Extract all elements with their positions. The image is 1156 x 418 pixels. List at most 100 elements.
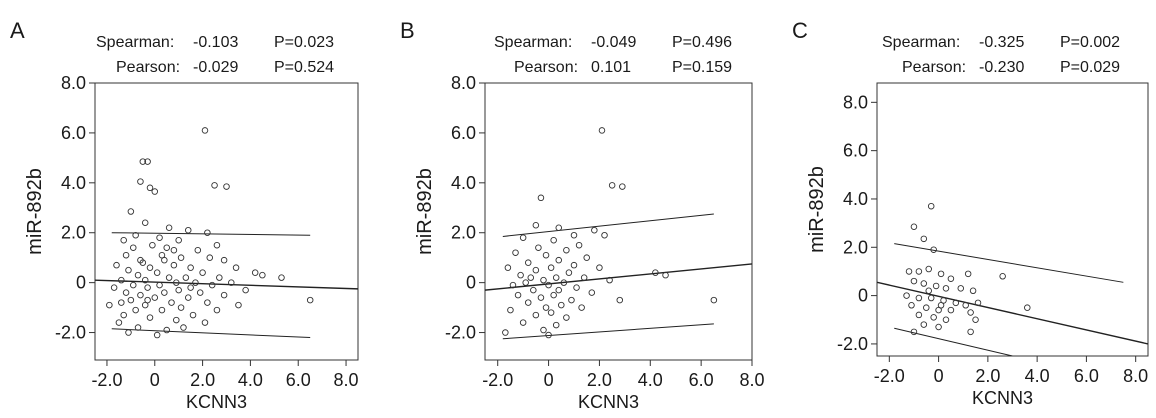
data-point [550,236,557,244]
data-point [662,271,669,279]
data-point [175,236,182,244]
data-point [189,311,197,319]
data-point [550,291,557,299]
data-point [967,328,974,336]
data-point [942,285,950,292]
data-point [187,284,194,291]
y-tick-label: 8.0 [451,73,476,93]
spearman-label-b: Spearman: [494,34,573,51]
data-point [122,289,130,296]
data-point [175,286,182,294]
data-point [220,256,228,264]
data-point [170,261,178,269]
data-point [910,223,918,230]
x-tick-label: 2.0 [587,370,612,390]
data-point [137,291,144,299]
data-point [223,183,230,190]
regression-line-lower [894,327,1013,356]
data-point [547,309,555,316]
x-axis-label: KCNN3 [972,388,1033,408]
data-point [903,292,910,299]
data-point [974,299,982,307]
x-tick-label: -2.0 [482,370,513,390]
spearman-r-c: -0.325 [979,34,1025,51]
y-tick-label: 0 [858,286,868,306]
data-point [201,319,209,326]
data-point [216,274,223,281]
data-point [141,219,149,226]
x-axis-label: KCNN3 [186,392,247,412]
data-point [527,274,535,281]
data-point [570,261,578,269]
data-point [608,182,616,189]
y-tick-label: 2.0 [61,223,86,243]
regression-line-upper [502,213,714,237]
data-point [204,229,211,236]
x-tick-label: 2.0 [975,366,1000,386]
data-point [120,311,127,319]
data-point [964,270,972,278]
scatter-panel-c: -2.0 0 2.0 4.0 6.0 8.0 -2.0 0 2.0 4.0 6.0 8.0 KCNN3 m… [806,82,1149,408]
pearson-label-b: Pearson: [514,59,579,76]
y-tick-label: 0 [76,273,86,293]
data-point [555,256,562,264]
data-point [125,266,132,274]
data-point [952,299,960,307]
data-point [905,268,913,275]
data-point [920,235,928,243]
data-point [524,259,532,266]
data-point [180,324,187,331]
x-tick-label: 0 [544,370,554,390]
data-point [532,311,540,319]
data-point [537,294,545,301]
data-point [161,289,168,296]
regression-line-upper [894,243,1124,283]
y-tick-label: -2.0 [445,323,476,343]
data-point [519,319,527,326]
data-point [563,246,570,254]
data-point [532,266,540,274]
data-point [583,254,590,261]
pearson-p-a: P=0.524 [274,59,335,76]
data-point [139,158,147,165]
data-point [199,269,206,276]
data-point [192,279,199,286]
data-point [118,276,125,284]
data-point [923,304,930,311]
x-tick-label: 6.0 [286,370,311,390]
pearson-label-a: Pearson: [116,59,181,76]
data-point [957,285,965,292]
data-point [144,284,151,291]
data-point [177,304,185,311]
regression-line-upper [111,232,311,236]
data-point [278,274,285,281]
data-point [619,183,626,190]
pearson-r-c: -0.230 [979,59,1025,76]
y-tick-label: -2.0 [837,334,868,354]
data-point [132,231,139,239]
data-point [999,273,1006,280]
x-tick-label: 6.0 [1074,366,1099,386]
data-point [146,184,154,192]
data-point [196,289,204,296]
data-point [173,279,180,286]
data-point [908,302,915,309]
x-tick-label: 0 [934,366,944,386]
data-point [530,286,537,294]
data-point [967,309,974,316]
data-point [194,246,202,254]
y-axis-label: miR-892b [806,166,828,253]
data-point [158,306,166,314]
data-point [942,316,950,324]
data-point [601,231,608,239]
data-point [930,314,937,321]
data-point [177,254,185,261]
data-point [596,264,603,271]
data-point [598,127,606,134]
spearman-label-a: Spearman: [96,34,175,51]
x-tick-label: 4.0 [238,370,263,390]
regression-line-fit [877,281,1148,345]
data-point [146,314,154,321]
data-point [259,271,266,279]
